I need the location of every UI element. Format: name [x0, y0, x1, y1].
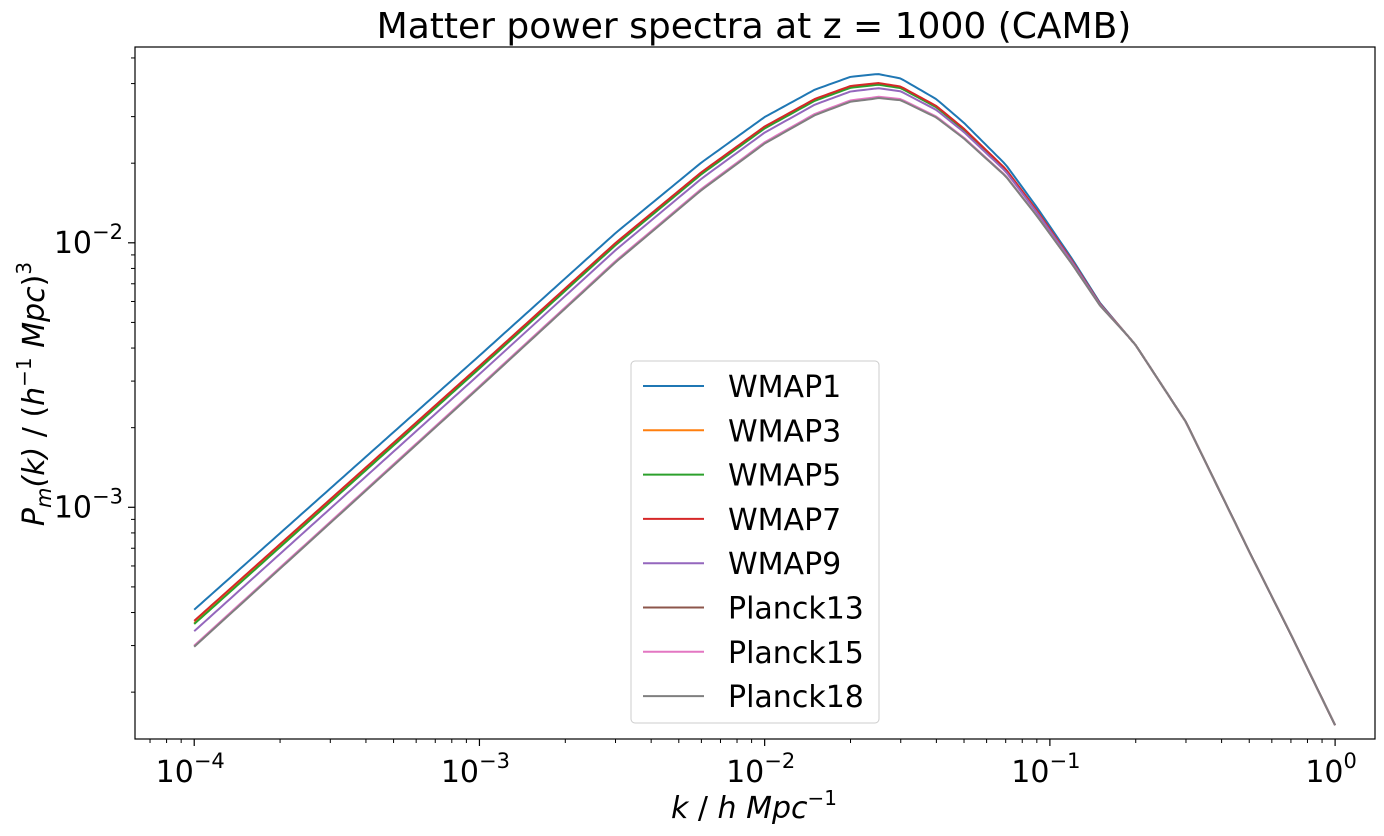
y-axis-label: Pm(k) / (h−1 Mpc)3	[12, 262, 56, 526]
chart-title: Matter power spectra at z = 1000 (CAMB)	[377, 6, 1132, 47]
plot-frame	[134, 46, 1376, 740]
y-tick-label: 10−2	[54, 220, 123, 261]
x-tick-label: 10−3	[441, 749, 510, 790]
legend-box	[630, 360, 880, 724]
legend-label-planck13: Planck13	[728, 592, 864, 627]
x-tick-label: 100	[1305, 749, 1357, 790]
legend-label-wmap7: WMAP7	[728, 503, 841, 538]
series-layer	[193, 73, 1336, 726]
legend: WMAP1 WMAP3 WMAP5 WMAP7 WMAP9 Planck13 Planck1…	[630, 360, 880, 724]
series-line-planck18	[193, 97, 1336, 726]
legend-label-planck15: Planck15	[728, 636, 864, 671]
legend-label-wmap9: WMAP9	[728, 547, 841, 582]
legend-label-wmap5: WMAP5	[728, 459, 841, 494]
legend-label-planck18: Planck18	[728, 680, 864, 715]
x-tick-label: 10−4	[156, 749, 225, 790]
x-tick-label: 10−2	[726, 749, 795, 790]
legend-label-wmap1: WMAP1	[728, 370, 841, 405]
y-tick-label: 10−3	[54, 484, 123, 525]
ticks-layer: 10−4 10−3 10−2 10−1 100 10−3 10−2	[54, 57, 1357, 790]
x-tick-label: 10−1	[1011, 749, 1080, 790]
x-axis-label: k / h Mpc−1	[671, 786, 837, 826]
legend-label-wmap3: WMAP3	[728, 414, 841, 449]
